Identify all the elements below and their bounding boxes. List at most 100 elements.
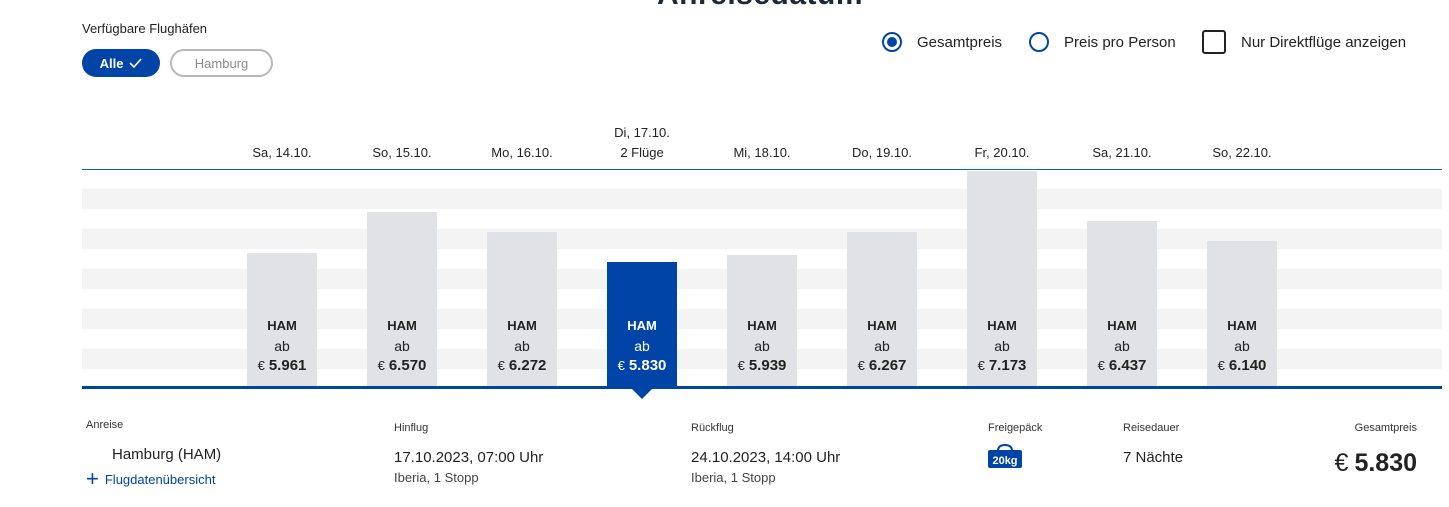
baggage-badge-text: 20kg [992, 455, 1017, 467]
bar-price-value: 6.272 [508, 357, 547, 374]
flugdaten-overview-label: Flugdatenübersicht [104, 471, 216, 487]
total-price-value: 5.830 [1354, 449, 1417, 477]
price-bar[interactable] [1207, 240, 1277, 386]
price-bar-label: HAM ab €6.570 [367, 316, 437, 376]
bar-airport-code: HAM [507, 318, 537, 333]
price-bar[interactable] [367, 211, 437, 386]
airport-filter-hamburg[interactable]: Hamburg [170, 49, 273, 77]
price-bar[interactable] [247, 253, 317, 386]
date-label[interactable]: Sa, 14.10. [227, 143, 337, 163]
hinflug-airline: Iberia, 1 Stopp [394, 470, 479, 485]
date-label[interactable]: Sa, 21.10. [1067, 143, 1177, 163]
date-label[interactable]: Do, 19.10. [827, 143, 937, 163]
date-label-text: So, 22.10. [1212, 145, 1272, 160]
price-bar-label: HAM ab €5.939 [727, 316, 797, 376]
bar-price: €5.939 [727, 356, 797, 376]
bar-price-value: 6.570 [388, 357, 427, 374]
grid-stripe [82, 189, 1442, 209]
bar-price-currency: € [497, 358, 505, 373]
bar-airport-code: HAM [627, 318, 657, 333]
bar-price-value: 6.267 [868, 357, 907, 374]
baggage-icon: 20kg [988, 444, 1022, 468]
bar-ab-label: ab [394, 338, 410, 354]
reisedauer-value: 7 Nächte [1123, 449, 1184, 466]
date-label-text: Sa, 21.10. [1092, 145, 1152, 160]
date-label-text: Mo, 16.10. [491, 145, 553, 160]
bar-price: €7.173 [967, 356, 1037, 376]
price-bar[interactable] [607, 261, 677, 386]
bar-ab-label: ab [1114, 338, 1130, 354]
price-bar[interactable] [1087, 220, 1157, 386]
bar-price-currency: € [1097, 358, 1105, 373]
airport-filter-alle-label: Alle [99, 55, 124, 71]
bar-price-value: 7.173 [988, 357, 1027, 374]
plus-icon: + [86, 466, 99, 491]
date-label[interactable]: Mi, 18.10. [707, 143, 817, 163]
radio-preis-pro-person-label[interactable]: Preis pro Person [1064, 34, 1176, 51]
bar-price-currency: € [617, 358, 625, 373]
bar-price-currency: € [857, 358, 865, 373]
price-bar-label: HAM ab €7.173 [967, 316, 1037, 376]
bar-price-value: 6.437 [1108, 357, 1147, 374]
date-label[interactable]: Fr, 20.10. [947, 143, 1057, 163]
bar-airport-code: HAM [747, 318, 777, 333]
bar-price: €6.272 [487, 356, 557, 376]
price-bar-label: HAM ab €6.140 [1207, 316, 1277, 376]
radio-gesamtpreis-label[interactable]: Gesamtpreis [917, 34, 1003, 51]
date-label[interactable]: So, 22.10. [1187, 143, 1297, 163]
gepaeck-label: Freigepäck [988, 422, 1043, 434]
date-flight-count: 2 Flüge [620, 145, 664, 160]
radio-preis-pro-person[interactable] [1029, 32, 1049, 52]
date-label-text: Mi, 18.10. [733, 145, 791, 160]
price-bar-label: HAM ab €5.961 [247, 316, 317, 376]
price-bar[interactable] [847, 232, 917, 386]
bar-price: €6.267 [847, 356, 917, 376]
bar-ab-label: ab [994, 338, 1010, 354]
checkbox-nur-direktfluege-label[interactable]: Nur Direktflüge anzeigen [1241, 34, 1407, 51]
bar-airport-code: HAM [1107, 318, 1137, 333]
bar-ab-label: ab [1234, 338, 1250, 354]
bar-price: €6.570 [367, 356, 437, 376]
bar-airport-code: HAM [387, 318, 417, 333]
bar-price-currency: € [1217, 358, 1225, 373]
price-bar[interactable] [967, 170, 1037, 386]
bar-price-value: 6.140 [1228, 357, 1267, 374]
bar-price-value: 5.939 [748, 357, 787, 374]
bar-price-currency: € [257, 358, 265, 373]
bar-price: €6.140 [1207, 356, 1277, 376]
date-label-text: So, 15.10. [372, 145, 432, 160]
date-label-text: Do, 19.10. [852, 145, 912, 160]
bar-airport-code: HAM [1227, 318, 1257, 333]
flugdaten-overview-link[interactable]: + Flugdatenübersicht [86, 466, 216, 491]
airport-filter-alle[interactable]: Alle [82, 49, 160, 77]
total-price-currency: € [1334, 449, 1349, 477]
price-bar-label: HAM ab €6.267 [847, 316, 917, 376]
rueckflug-value: 24.10.2023, 14:00 Uhr [691, 449, 841, 466]
bar-ab-label: ab [634, 338, 650, 354]
bar-price-currency: € [977, 358, 985, 373]
bar-airport-code: HAM [867, 318, 897, 333]
date-label[interactable]: Di, 17.10. 2 Flüge [587, 123, 697, 163]
airports-label: Verfügbare Flughäfen [82, 21, 208, 36]
price-bar[interactable] [487, 231, 557, 386]
bar-ab-label: ab [874, 338, 890, 354]
checkbox-nur-direktfluege[interactable] [1202, 30, 1226, 54]
price-bar[interactable] [727, 254, 797, 386]
hinflug-value: 17.10.2023, 07:00 Uhr [394, 449, 544, 466]
radio-gesamtpreis[interactable] [882, 32, 902, 52]
bar-price: €5.961 [247, 356, 317, 376]
bar-ab-label: ab [274, 338, 290, 354]
bar-price: €5.830 [607, 356, 677, 376]
price-bar-label: HAM ab €6.272 [487, 316, 557, 376]
bar-ab-label: ab [754, 338, 770, 354]
total-price: €5.830 [1335, 449, 1417, 478]
rueckflug-airline: Iberia, 1 Stopp [691, 470, 776, 485]
bar-price-currency: € [737, 358, 745, 373]
page-heading: Anreisedatum [0, 0, 1449, 12]
date-label[interactable]: Mo, 16.10. [467, 143, 577, 163]
chart-top-line [82, 169, 1442, 170]
date-label[interactable]: So, 15.10. [347, 143, 457, 163]
anreise-label: Anreise [86, 419, 124, 431]
date-label-text: Di, 17.10. [614, 125, 670, 140]
bar-price-currency: € [377, 358, 385, 373]
